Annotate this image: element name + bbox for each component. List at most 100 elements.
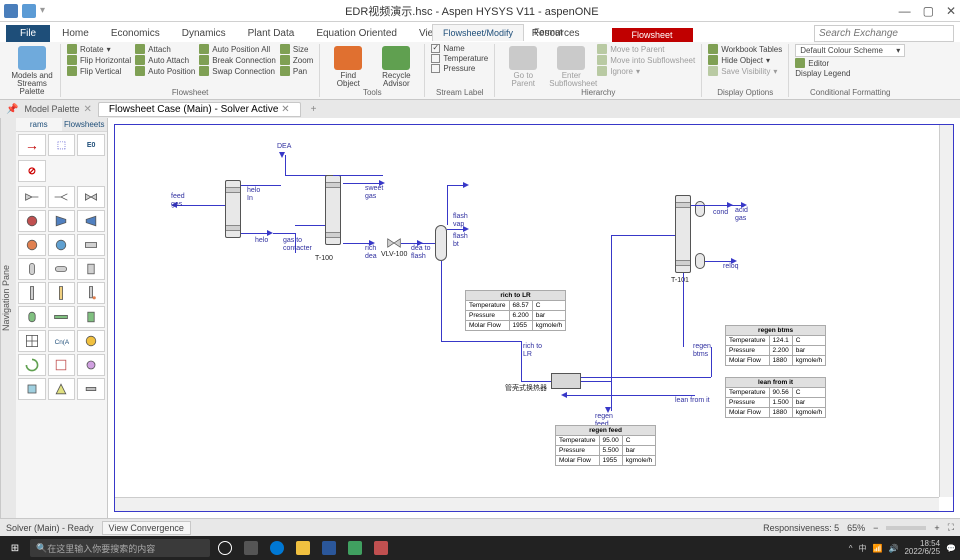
tab-home[interactable]: Home [52, 25, 99, 42]
zoom-button[interactable]: Zoom [280, 55, 313, 65]
enter-sub-button[interactable]: Enter Subflowsheet [549, 44, 593, 88]
add-tab-button[interactable]: + [307, 104, 321, 115]
autoattach-button[interactable]: Auto Attach [135, 55, 195, 65]
pi-reboiled[interactable] [77, 282, 105, 304]
pi-heater[interactable] [18, 234, 46, 256]
energy-icon[interactable]: ⬚ [48, 134, 76, 156]
canvas-vscroll[interactable] [939, 125, 953, 497]
flowsheet-canvas[interactable]: DEA feed gas helo In helo gas to contact… [114, 124, 954, 512]
explorer-icon[interactable] [292, 539, 314, 557]
pi-cstr[interactable] [77, 306, 105, 328]
chk-temp[interactable]: Temperature [431, 54, 488, 63]
move-sub-button[interactable]: Move into Subflowsheet [597, 55, 695, 65]
pi-set[interactable]: Cn(A) [48, 330, 76, 352]
zoom-out-button[interactable]: − [873, 523, 878, 533]
pi-compressor[interactable] [48, 210, 76, 232]
tray-wifi-icon[interactable]: 📶 [873, 544, 883, 553]
pi-absorber[interactable] [48, 282, 76, 304]
save-icon[interactable] [22, 4, 36, 18]
pi-tee[interactable] [48, 186, 76, 208]
recycle-button[interactable]: Recycle Advisor [374, 44, 418, 88]
wtables-button[interactable]: Workbook Tables [708, 44, 782, 54]
chk-name[interactable]: Name [431, 44, 488, 53]
tab-flowsheet-modify[interactable]: Flowsheet/Modify [432, 24, 524, 41]
equip-reboiler[interactable] [695, 253, 705, 269]
start-button[interactable]: ⊞ [4, 539, 26, 557]
notifications-icon[interactable]: 💬 [946, 544, 956, 553]
taskbar-search[interactable]: 🔍 在这里输入你要搜索的内容 [30, 539, 210, 557]
palette-button[interactable]: Models and Streams Palette [10, 44, 54, 96]
pi-misc1[interactable] [77, 354, 105, 376]
chk-press[interactable]: Pressure [431, 64, 488, 73]
table-regenbtms[interactable]: regen btms Temperature124.1C Pressure2.2… [725, 325, 826, 366]
zoom-slider[interactable] [886, 526, 926, 530]
move-parent-button[interactable]: Move to Parent [597, 44, 695, 54]
close-icon[interactable]: ✕ [946, 4, 956, 18]
search-exchange[interactable] [814, 25, 954, 42]
palette-tab-streams[interactable]: rams [16, 118, 62, 132]
pi-expander[interactable] [77, 210, 105, 232]
pi-cooler[interactable] [48, 234, 76, 256]
tab-dynamics[interactable]: Dynamics [172, 25, 236, 42]
pi-column[interactable] [18, 282, 46, 304]
equip-t100[interactable] [225, 180, 241, 238]
swap-button[interactable]: Swap Connection [199, 66, 276, 76]
pi-pump[interactable] [18, 210, 46, 232]
pi-recycle[interactable] [18, 354, 46, 376]
tray-up-icon[interactable]: ^ [849, 544, 853, 553]
pi-3sep[interactable] [48, 258, 76, 280]
view-convergence-button[interactable]: View Convergence [102, 521, 191, 535]
table-richtolr[interactable]: rich to LR Temperature68.57C Pressure6.2… [465, 290, 566, 331]
pi-misc2[interactable] [18, 378, 46, 400]
legend-button[interactable]: Display Legend [795, 69, 905, 78]
stream-icon[interactable]: → [18, 134, 46, 156]
pi-balance[interactable] [48, 354, 76, 376]
table-leanfromit[interactable]: lean from it Temperature90.56C Pressure1… [725, 377, 826, 418]
pi-spreadsheet[interactable] [18, 330, 46, 352]
tray-ime-icon[interactable]: 中 [859, 543, 867, 554]
maximize-icon[interactable]: ▢ [923, 4, 934, 18]
pi-misc4[interactable] [77, 378, 105, 400]
canvas-hscroll[interactable] [115, 497, 939, 511]
search-input[interactable] [814, 25, 954, 42]
table-regenfeed[interactable]: regen feed Temperature95.00C Pressure5.5… [555, 425, 656, 466]
attach-button[interactable]: Attach [135, 44, 195, 54]
doc-tab-main[interactable]: Flowsheet Case (Main) - Solver Active ✕ [98, 102, 301, 117]
pan-button[interactable]: Pan [280, 66, 313, 76]
cortana-icon[interactable] [214, 539, 236, 557]
nav-pane[interactable]: Navigation Pane [0, 118, 16, 518]
find-button[interactable]: Find Object [326, 44, 370, 88]
equip-hx[interactable] [551, 373, 581, 389]
app-icon-2[interactable] [370, 539, 392, 557]
goto-parent-button[interactable]: Go to Parent [501, 44, 545, 88]
ignore-button[interactable]: Ignore ▾ [597, 66, 695, 76]
editor-button[interactable]: Editor [795, 58, 905, 68]
rotate-button[interactable]: Rotate ▾ [67, 44, 131, 54]
equip-condenser[interactable] [695, 201, 705, 217]
tab-economics[interactable]: Economics [101, 25, 170, 42]
autoposall-button[interactable]: Auto Position All [199, 44, 276, 54]
pi-mixer[interactable] [18, 186, 46, 208]
fit-button[interactable]: ⛶ [948, 522, 954, 533]
cancel-icon[interactable]: ⊘ [18, 160, 46, 182]
tab-format[interactable]: Format [524, 24, 573, 41]
equip-t101[interactable] [675, 195, 691, 273]
word-icon[interactable] [318, 539, 340, 557]
minimize-icon[interactable]: — [899, 4, 911, 18]
equip-flash[interactable] [435, 225, 447, 261]
tab-plantdata[interactable]: Plant Data [238, 25, 305, 42]
equip-vlv[interactable] [387, 238, 401, 248]
flipv-button[interactable]: Flip Vertical [67, 66, 131, 76]
tray-volume-icon[interactable]: 🔊 [888, 544, 898, 553]
fliph-button[interactable]: Flip Horizontal [67, 55, 131, 65]
file-tab[interactable]: File [6, 25, 50, 42]
pi-adjust[interactable] [77, 330, 105, 352]
taskview-icon[interactable] [240, 539, 262, 557]
pi-sep[interactable] [18, 258, 46, 280]
tab-eo[interactable]: Equation Oriented [306, 25, 407, 42]
hideobj-button[interactable]: Hide Object ▾ [708, 55, 782, 65]
pi-reactor[interactable] [18, 306, 46, 328]
zoom-in-button[interactable]: + [934, 523, 939, 533]
eo-icon[interactable]: E0 [77, 134, 105, 156]
break-button[interactable]: Break Connection [199, 55, 276, 65]
